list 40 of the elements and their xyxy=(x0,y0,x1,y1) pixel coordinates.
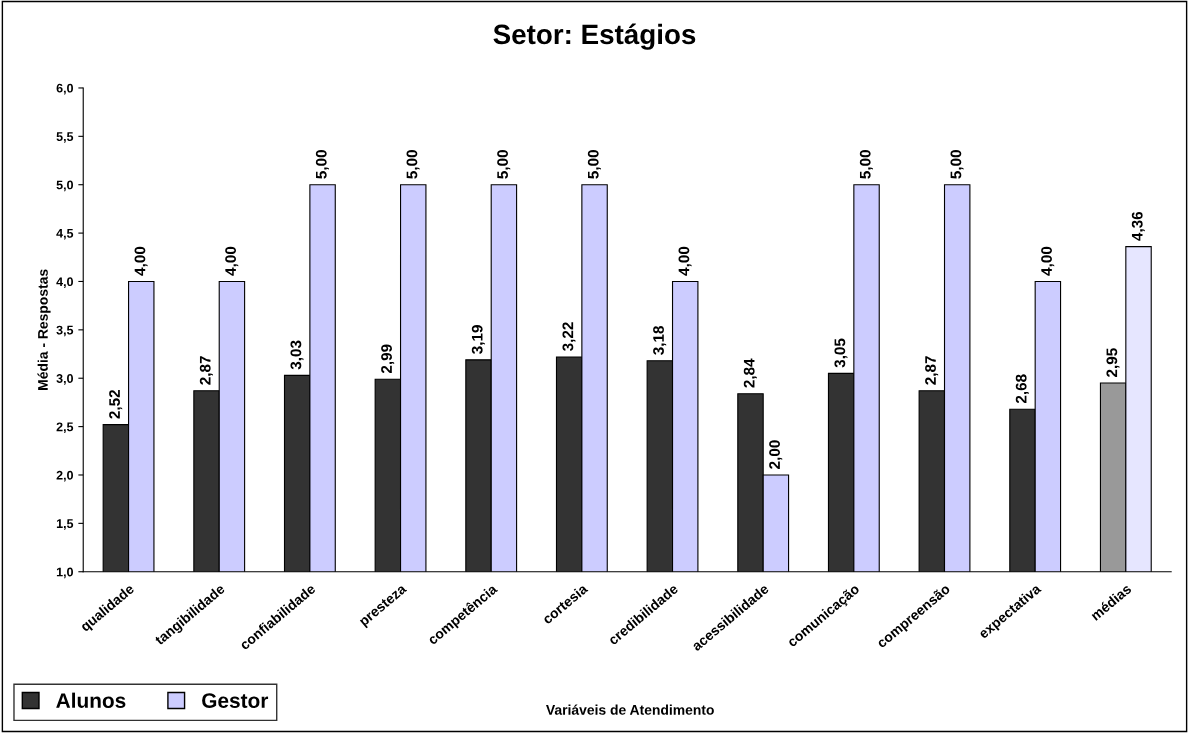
y-tick-label: 6,0 xyxy=(56,83,73,95)
data-label: 2,84 xyxy=(743,358,757,388)
data-label: 2,68 xyxy=(1015,374,1029,404)
y-tick-label: 5,0 xyxy=(56,180,73,192)
y-tick-label: 3,5 xyxy=(56,325,74,337)
data-label: 5,00 xyxy=(859,150,873,179)
y-tick-label: 2,0 xyxy=(56,470,73,482)
y-tick-label: 5,5 xyxy=(56,132,74,143)
data-label: 4,00 xyxy=(1041,246,1055,276)
y-tick-label: 4,5 xyxy=(56,229,74,240)
y-tick-label: 1,5 xyxy=(56,519,74,530)
data-label: 5,00 xyxy=(315,150,329,179)
y-tick-label: 2,5 xyxy=(56,422,74,434)
y-tick-label: 4,0 xyxy=(56,277,73,288)
data-label: 4,00 xyxy=(678,246,692,276)
data-label: 2,87 xyxy=(199,356,213,385)
data-label: 2,00 xyxy=(769,440,783,469)
y-tick-label: 3,0 xyxy=(56,374,73,385)
legend-label: Gestor xyxy=(202,693,269,708)
data-label: 5,00 xyxy=(587,150,601,179)
data-label: 5,00 xyxy=(497,150,511,179)
data-label: 5,00 xyxy=(406,150,420,179)
data-label: 2,99 xyxy=(381,344,395,374)
data-label: 2,95 xyxy=(1106,348,1120,377)
data-label: 3,18 xyxy=(653,325,667,355)
data-label: 5,00 xyxy=(950,150,964,179)
data-label: 3,05 xyxy=(834,338,848,368)
data-label: 2,52 xyxy=(109,389,123,419)
data-label: 3,19 xyxy=(471,325,485,354)
data-label: 4,00 xyxy=(225,246,239,276)
y-axis-title: Média - Respostas xyxy=(37,269,51,390)
data-label: 4,00 xyxy=(134,246,148,276)
legend-label: Alunos xyxy=(56,692,126,708)
chart-title: Setor: Estágios xyxy=(493,23,696,50)
data-label: 4,36 xyxy=(1131,211,1145,241)
x-axis-title: Variáveis de Atendimento xyxy=(546,704,714,715)
data-label: 3,03 xyxy=(290,340,304,370)
y-tick-label: 1,0 xyxy=(56,567,73,579)
data-label: 3,22 xyxy=(562,322,576,352)
data-label: 2,87 xyxy=(925,356,939,385)
